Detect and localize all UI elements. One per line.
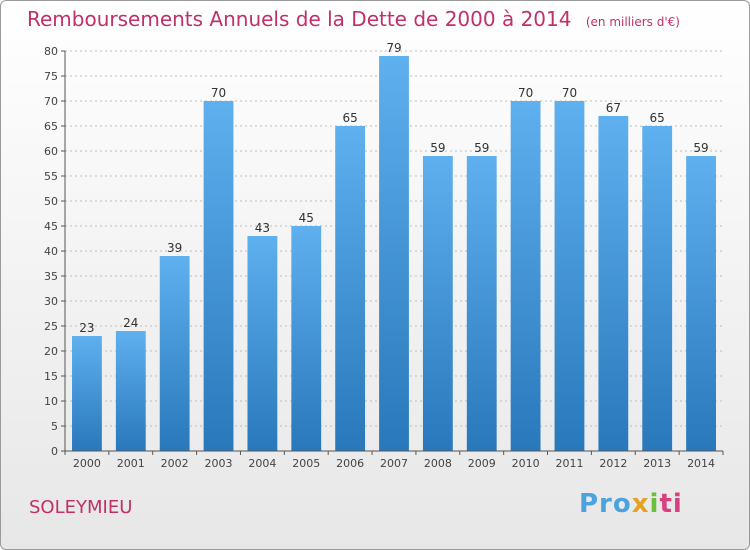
data-labels: 23 24 39 70 43 45 65 79 59 59 70 70 67 65 59 — [79, 41, 708, 335]
bar — [642, 126, 673, 451]
data-label: 24 — [123, 316, 138, 330]
y-tick-label: 25 — [44, 320, 58, 333]
x-tick-label: 2005 — [292, 457, 320, 470]
logo-part-3: i — [649, 489, 660, 519]
y-tick-label: 50 — [44, 195, 58, 208]
y-tick-label: 30 — [44, 295, 58, 308]
x-tick-label: 2002 — [161, 457, 189, 470]
chart-unit: (en milliers d'€) — [585, 15, 680, 29]
data-label: 67 — [606, 101, 621, 115]
y-tick-label: 5 — [51, 420, 58, 433]
proxiti-logo: Proxiti — [579, 489, 683, 519]
y-tick-label: 80 — [44, 45, 58, 58]
bars — [72, 56, 716, 451]
y-tick-label: 15 — [44, 370, 58, 383]
y-tick-label: 0 — [51, 445, 58, 458]
data-label: 59 — [430, 141, 445, 155]
x-tick-label: 2013 — [643, 457, 671, 470]
bar — [115, 331, 146, 451]
logo-part-2: x — [631, 489, 650, 519]
x-tick-label: 2000 — [73, 457, 101, 470]
y-tick-label: 75 — [44, 70, 58, 83]
x-tick-label: 2008 — [424, 457, 452, 470]
y-tick-label: 60 — [44, 145, 58, 158]
y-tick-label: 65 — [44, 120, 58, 133]
y-axis-ticks: 0 5 10 15 20 25 30 35 40 45 50 55 60 65 70 75 80 — [44, 45, 65, 458]
y-tick-label: 40 — [44, 245, 58, 258]
data-label: 70 — [211, 86, 226, 100]
commune-name: SOLEYMIEU — [29, 497, 133, 518]
bar — [510, 101, 541, 451]
x-tick-label: 2007 — [380, 457, 408, 470]
bar — [203, 101, 234, 451]
data-label: 59 — [474, 141, 489, 155]
bar — [422, 156, 453, 451]
data-label: 70 — [562, 86, 577, 100]
logo-part-4: ti — [659, 489, 683, 519]
x-tick-label: 2004 — [248, 457, 276, 470]
y-tick-label: 45 — [44, 220, 58, 233]
chart-title: Remboursements Annuels de la Dette de 20… — [27, 7, 680, 31]
y-tick-label: 10 — [44, 395, 58, 408]
bar — [466, 156, 497, 451]
bar — [72, 336, 102, 451]
x-tick-label: 2009 — [468, 457, 496, 470]
y-tick-label: 20 — [44, 345, 58, 358]
bar — [159, 256, 190, 451]
bar — [686, 156, 716, 451]
bar — [554, 101, 585, 451]
data-label: 59 — [693, 141, 708, 155]
x-tick-label: 2012 — [599, 457, 627, 470]
data-label: 45 — [299, 211, 314, 225]
x-tick-label: 2010 — [512, 457, 540, 470]
x-tick-label: 2011 — [555, 457, 583, 470]
x-tick-label: 2006 — [336, 457, 364, 470]
axes — [64, 51, 723, 452]
bar — [291, 226, 322, 451]
data-label: 23 — [79, 321, 94, 335]
data-label: 70 — [518, 86, 533, 100]
x-tick-label: 2001 — [117, 457, 145, 470]
bar — [379, 56, 409, 451]
data-label: 65 — [650, 111, 665, 125]
x-tick-label: 2014 — [687, 457, 715, 470]
data-label: 43 — [255, 221, 270, 235]
x-axis-ticks: 2000 2001 2002 2003 2004 2005 2006 2007 2008 2009… — [64, 451, 724, 470]
y-tick-label: 35 — [44, 270, 58, 283]
chart-title-text: Remboursements Annuels de la Dette de 20… — [27, 7, 572, 31]
y-tick-label: 70 — [44, 95, 58, 108]
y-tick-label: 55 — [44, 170, 58, 183]
bar — [247, 236, 278, 451]
bar — [598, 116, 629, 451]
data-label: 65 — [342, 111, 357, 125]
data-label: 39 — [167, 241, 182, 255]
x-tick-label: 2003 — [205, 457, 233, 470]
data-label: 79 — [386, 41, 401, 55]
bar — [335, 126, 366, 451]
logo-part-1: Pro — [579, 489, 632, 519]
